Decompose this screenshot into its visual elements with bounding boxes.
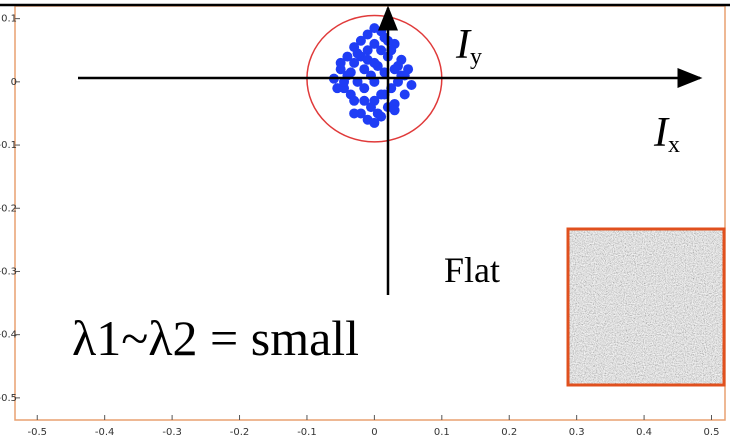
y-tick-label: -0.2 xyxy=(0,203,17,214)
y-tick-label: -0.3 xyxy=(0,266,17,277)
point xyxy=(342,52,352,62)
x-tick-label: -0.4 xyxy=(95,427,115,438)
chart: 0.1 0 -0.1 -0.2 -0.3 -0.4 -0.5 -0.5 -0.4 -0.3 -0.2… xyxy=(0,0,730,441)
x-tick-label: -0.2 xyxy=(230,427,250,438)
y-tick-label: 0 xyxy=(11,77,17,88)
x-tick-label: 0.1 xyxy=(434,427,450,438)
y-tick-label: -0.4 xyxy=(0,330,17,341)
noise-image xyxy=(568,229,724,385)
annotation: Flat xyxy=(444,250,500,290)
y-tick-label: -0.5 xyxy=(0,393,17,404)
point xyxy=(376,112,386,122)
point xyxy=(346,67,356,77)
x-tick-label: -0.3 xyxy=(162,427,182,438)
x-tick-label: 0.5 xyxy=(704,427,720,438)
x-tick-label: 0.3 xyxy=(569,427,585,438)
y-tick-label: -0.1 xyxy=(0,140,17,151)
x-tick-label: -0.1 xyxy=(297,427,317,438)
x-tick-label: 0.4 xyxy=(636,427,652,438)
point xyxy=(353,48,363,58)
point xyxy=(356,36,366,46)
x-tick-label: 0.2 xyxy=(501,427,517,438)
point xyxy=(369,96,379,106)
point xyxy=(369,58,379,68)
point xyxy=(369,23,379,33)
point xyxy=(349,108,359,118)
point xyxy=(393,61,403,71)
page: {"chart_data": {"type": "scatter", "x": … xyxy=(0,0,730,441)
x-tick-label: -0.5 xyxy=(27,427,47,438)
point xyxy=(390,105,400,115)
annotation: λ1~λ2 = small xyxy=(72,310,359,366)
point xyxy=(406,80,416,90)
point xyxy=(359,83,369,93)
x-tick-label: 0 xyxy=(371,427,377,438)
point xyxy=(349,96,359,106)
point xyxy=(400,89,410,99)
y-tick-label: 0.1 xyxy=(1,14,17,25)
